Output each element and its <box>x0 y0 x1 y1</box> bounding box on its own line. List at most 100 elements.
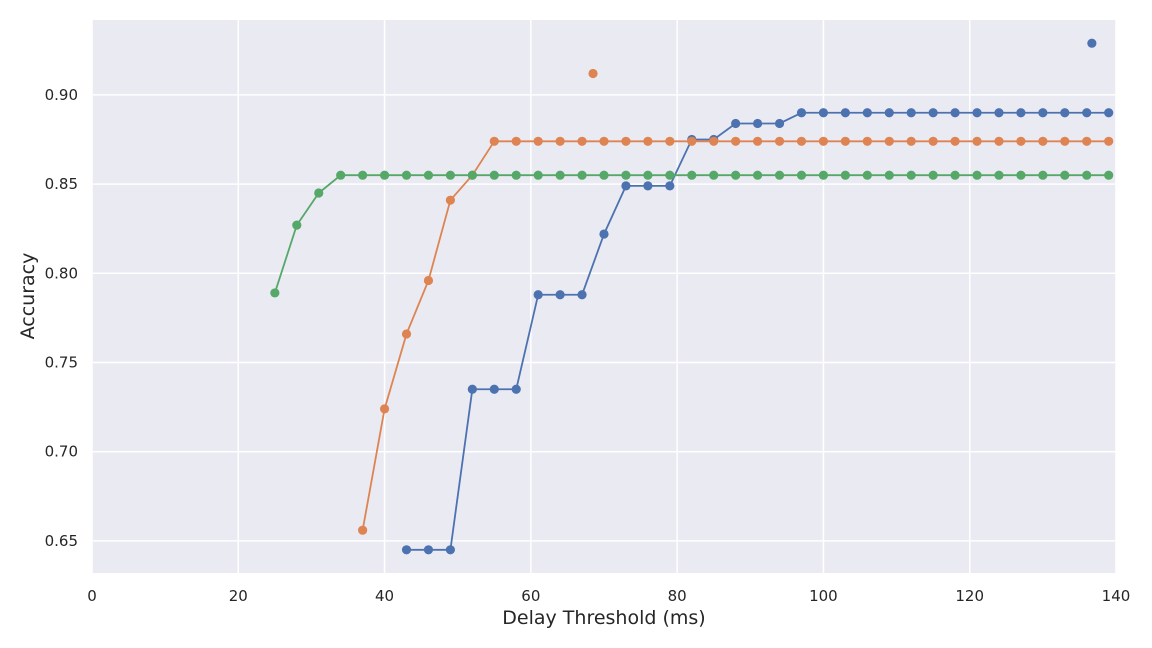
data-point <box>906 108 916 118</box>
data-point <box>753 170 763 180</box>
data-point <box>884 108 894 118</box>
plot-background <box>92 20 1116 573</box>
data-point <box>818 136 829 146</box>
x-tick-label: 100 <box>809 587 838 605</box>
data-point <box>972 108 982 118</box>
data-point <box>665 170 675 180</box>
data-point <box>774 118 785 129</box>
data-point <box>950 170 960 180</box>
data-point <box>884 170 894 180</box>
outlier-point <box>588 68 598 79</box>
data-point <box>643 136 653 146</box>
data-point <box>818 108 829 118</box>
data-point <box>621 181 631 191</box>
data-point <box>1104 108 1114 118</box>
data-point <box>577 136 587 146</box>
data-point <box>511 136 521 146</box>
data-point <box>1082 108 1092 118</box>
data-point <box>665 181 675 191</box>
data-point <box>1038 108 1048 118</box>
data-point <box>906 170 916 180</box>
data-point <box>423 170 434 180</box>
data-point <box>489 384 499 394</box>
y-tick-label: 0.75 <box>45 354 78 372</box>
data-point <box>599 170 609 180</box>
data-point <box>972 136 982 146</box>
data-point <box>555 290 565 300</box>
x-tick-label: 120 <box>955 587 984 605</box>
data-point <box>774 136 785 146</box>
data-point <box>533 170 543 180</box>
data-point <box>994 136 1004 146</box>
data-point <box>599 136 609 146</box>
tick-labels: 0 20 40 60 80 100 120 140 0.65 0.70 0.75 0.80 0.85 0.… <box>45 86 1131 605</box>
data-point <box>599 229 609 239</box>
data-point <box>1060 170 1070 180</box>
y-tick-label: 0.90 <box>45 86 78 104</box>
x-tick-label: 40 <box>375 587 394 605</box>
data-point <box>445 545 455 555</box>
data-point <box>709 136 719 146</box>
data-point <box>379 170 390 180</box>
x-tick-label: 80 <box>668 587 687 605</box>
data-point <box>774 170 785 180</box>
data-point <box>753 136 763 146</box>
y-tick-label: 0.65 <box>45 532 78 550</box>
y-tick-label: 0.70 <box>45 443 78 461</box>
data-point <box>950 108 960 118</box>
data-point <box>906 136 916 146</box>
data-point <box>1082 170 1092 180</box>
data-point <box>709 170 719 180</box>
data-point <box>862 136 872 146</box>
x-axis-label: Delay Threshold (ms) <box>502 607 705 629</box>
data-point <box>928 170 938 180</box>
data-point <box>1038 136 1048 146</box>
data-point <box>555 170 565 180</box>
data-point <box>994 170 1004 180</box>
data-point <box>621 136 631 146</box>
data-point <box>577 170 587 180</box>
data-point <box>884 136 894 146</box>
series-layer <box>270 38 1114 555</box>
data-point <box>796 170 807 180</box>
data-point <box>292 220 302 230</box>
data-point <box>753 118 763 129</box>
data-point <box>643 181 653 191</box>
data-point <box>555 136 565 146</box>
data-point <box>643 170 653 180</box>
data-point <box>423 275 434 286</box>
data-point <box>533 290 543 300</box>
y-tick-label: 0.85 <box>45 175 78 193</box>
x-tick-label: 140 <box>1102 587 1131 605</box>
y-tick-label: 0.80 <box>45 264 78 282</box>
data-point <box>1104 136 1114 146</box>
x-tick-label: 20 <box>229 587 248 605</box>
data-point <box>1038 170 1048 180</box>
data-point <box>533 136 543 146</box>
data-point <box>336 170 346 180</box>
series-3 <box>270 170 1114 298</box>
data-point <box>928 108 938 118</box>
data-point <box>489 170 499 180</box>
data-point <box>972 170 982 180</box>
data-point <box>445 195 455 205</box>
data-point <box>818 170 829 180</box>
data-point <box>796 108 807 118</box>
data-point <box>401 545 412 555</box>
data-point <box>840 108 850 118</box>
data-point <box>796 136 807 146</box>
data-point <box>445 170 455 180</box>
data-point <box>950 136 960 146</box>
data-point <box>731 136 741 146</box>
data-point <box>862 170 872 180</box>
data-point <box>467 170 477 180</box>
data-point <box>731 170 741 180</box>
data-point <box>994 108 1004 118</box>
data-point <box>511 170 521 180</box>
data-point <box>665 136 675 146</box>
data-point <box>577 290 587 300</box>
data-point <box>489 136 499 146</box>
data-point <box>423 545 434 555</box>
y-axis-label: Accuracy <box>17 253 39 340</box>
data-point <box>401 329 412 339</box>
